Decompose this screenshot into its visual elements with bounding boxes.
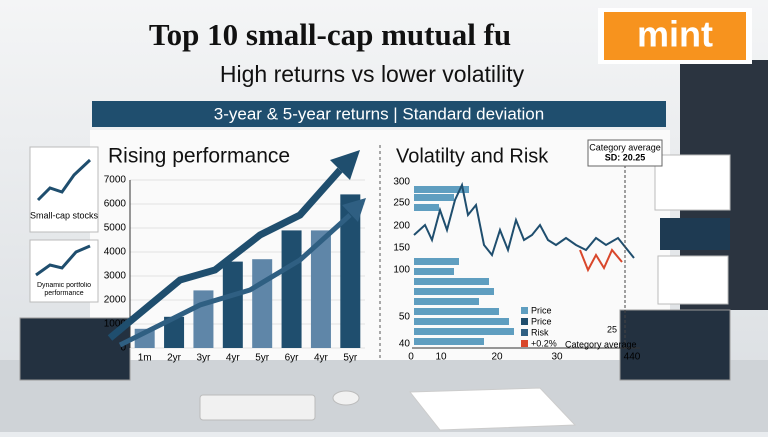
arrow-head xyxy=(330,150,360,180)
legend-swatch xyxy=(521,307,528,314)
banner xyxy=(92,101,666,127)
x-tick-label: 6yr xyxy=(285,353,300,364)
decor-bar xyxy=(414,318,509,325)
legend-swatch xyxy=(521,329,528,336)
x-tick-label: 1m xyxy=(138,353,152,364)
trend-arrow xyxy=(107,167,343,341)
right-title: Volatilty and Risk xyxy=(396,145,549,167)
decor-bar xyxy=(414,338,484,345)
y-tick-label: 7000 xyxy=(104,175,127,186)
x-tick-label: 10 xyxy=(435,352,447,363)
y-tick-label: 100 xyxy=(393,265,410,276)
laptop xyxy=(19,317,131,381)
bar xyxy=(193,290,214,348)
card-arrow xyxy=(35,244,91,277)
decor-bar xyxy=(414,268,454,275)
note-label: Category average xyxy=(565,339,637,349)
callout-text: Category average xyxy=(589,142,661,152)
x-tick-label: 0 xyxy=(408,352,414,363)
legend-label: Price xyxy=(531,305,552,315)
decor-bar xyxy=(414,328,514,335)
right-card xyxy=(654,154,731,211)
x-tick-label: 3yr xyxy=(196,353,211,364)
bar xyxy=(310,230,331,348)
bar xyxy=(164,316,185,348)
y-tick-label: 200 xyxy=(393,221,410,232)
decor-bar xyxy=(414,298,479,305)
y-tick-label: 300 xyxy=(393,177,410,188)
logo: mint xyxy=(637,14,713,55)
y-tick-label: 50 xyxy=(399,312,411,323)
trend-arrow xyxy=(118,213,352,348)
x-tick-label: 5yr xyxy=(343,353,358,364)
bar xyxy=(281,230,302,348)
callout-text: SD: 20.25 xyxy=(605,152,646,162)
legend-label: Price xyxy=(531,316,552,326)
logo-bg xyxy=(604,12,746,60)
y-tick-label: 6000 xyxy=(104,199,127,210)
side-card-text-box: Dynamic portfolio performance xyxy=(36,282,92,297)
decor-bar xyxy=(414,194,454,201)
y-tick-label: 3000 xyxy=(104,271,127,282)
legend-swatch xyxy=(521,318,528,325)
decor-bar xyxy=(414,186,469,193)
decor-bar xyxy=(414,258,459,265)
title: Top 10 small-cap mutual fu xyxy=(149,17,511,52)
x-tick-label: 4yr xyxy=(226,353,241,364)
decor-bar xyxy=(414,204,439,211)
legend-label: +0.2% xyxy=(531,338,557,348)
left-title: Rising performance xyxy=(108,145,290,168)
y-tick-label: 1000 xyxy=(104,319,127,330)
x-tick-label: 440 xyxy=(624,352,641,363)
legend-swatch xyxy=(521,340,528,347)
papers xyxy=(408,387,577,431)
x-tick-label: 5yr xyxy=(255,353,270,364)
volatility-line xyxy=(413,181,635,259)
y-tick-label: 0 xyxy=(120,343,126,354)
laptop xyxy=(619,309,731,381)
risk-line xyxy=(579,248,623,273)
keyboard xyxy=(199,394,316,421)
decor-bar xyxy=(414,308,499,315)
y-tick-label: 4000 xyxy=(104,247,127,258)
arrow-head xyxy=(342,198,366,222)
mouse xyxy=(332,390,360,406)
subtitle: High returns vs lower volatility xyxy=(220,61,525,87)
y-tick-label: 150 xyxy=(393,243,410,254)
x-tick-label: 4yr xyxy=(314,353,329,364)
x-tick-label: 30 xyxy=(551,352,563,363)
legend-label: Risk xyxy=(531,327,549,337)
right-card xyxy=(657,255,729,305)
bar xyxy=(252,259,273,348)
bar xyxy=(222,261,243,348)
callout-box xyxy=(587,139,663,167)
right-card xyxy=(660,218,730,250)
x-tick-label: 20 xyxy=(491,352,503,363)
y-tick-label: 5000 xyxy=(104,223,127,234)
side-card-label: Small-cap stocks xyxy=(30,210,99,220)
bar xyxy=(340,194,361,348)
y-tick-label: 2000 xyxy=(104,295,127,306)
card-arrow xyxy=(36,158,92,202)
y-tick-label: 40 xyxy=(399,339,411,350)
y-tick-label: 250 xyxy=(393,198,410,209)
banner-text: 3-year & 5-year returns | Standard devia… xyxy=(214,104,544,123)
note-value: 25 xyxy=(607,324,617,334)
decor-bar xyxy=(414,288,494,295)
side-card-label: Dynamic portfolio performance xyxy=(36,282,92,297)
x-tick-label: 2yr xyxy=(167,353,182,364)
decor-bar xyxy=(414,278,489,285)
